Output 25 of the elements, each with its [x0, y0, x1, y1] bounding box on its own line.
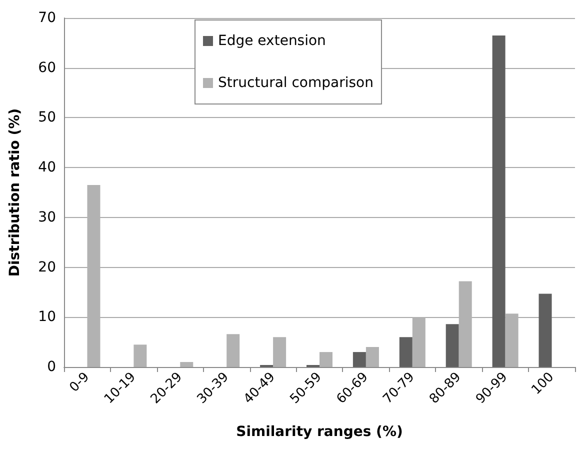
bar	[352, 352, 366, 367]
bar	[399, 337, 412, 367]
bar	[180, 362, 194, 367]
y-tick-label: 30	[38, 209, 56, 226]
y-axis-title: Distribution ratio (%)	[7, 108, 23, 277]
y-tick-label: 40	[38, 160, 56, 176]
x-axis-title: Similarity ranges (%)	[236, 424, 403, 440]
y-tick-label: 70	[38, 10, 56, 26]
legend-label: Edge extension	[218, 33, 326, 49]
y-tick-label: 60	[38, 60, 56, 76]
bar	[226, 334, 240, 367]
x-tick-label: 0-9	[66, 370, 93, 396]
bar	[492, 35, 506, 367]
bar	[538, 294, 552, 367]
y-tick-label: 50	[38, 110, 56, 126]
bar	[134, 344, 147, 367]
bar	[446, 324, 459, 367]
y-tick-label: 20	[38, 259, 56, 276]
bar	[273, 337, 286, 367]
bar	[320, 352, 333, 367]
legend-label: Structural comparison	[218, 75, 374, 91]
bar	[366, 347, 379, 367]
y-tick-label: 10	[38, 309, 56, 326]
x-tick-label: 100	[528, 370, 558, 398]
y-tick-label: 0	[47, 359, 56, 375]
